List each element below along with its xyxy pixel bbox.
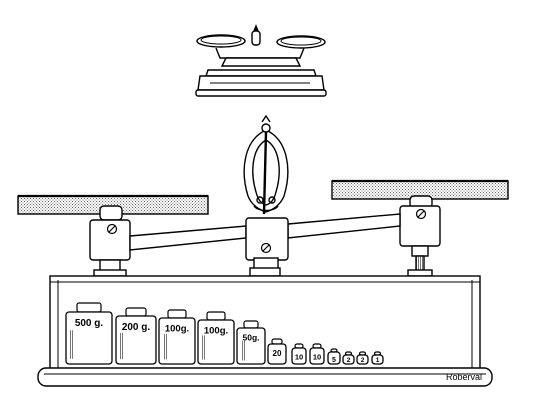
weight-w50[interactable]: 50g. [236, 320, 266, 365]
left-pan-support [89, 205, 131, 277]
weight-w200[interactable]: 200 g. [115, 307, 157, 365]
weight-label: 200 g. [122, 322, 151, 333]
weight-label: 100g. [165, 324, 189, 335]
weight-w10b[interactable]: 10 [309, 343, 325, 365]
weight-label: 2 [361, 357, 365, 364]
weight-w5[interactable]: 5 [327, 348, 341, 365]
weight-w2b[interactable]: 2 [356, 351, 369, 365]
weight-label: 500 g. [75, 318, 104, 329]
screw-icon [106, 223, 118, 235]
screw-icon [415, 208, 427, 220]
balance-needle-icon [243, 114, 289, 215]
right-pan[interactable] [331, 179, 509, 200]
weight-w20[interactable]: 20 [267, 338, 287, 365]
weight-w100b[interactable]: 100g. [197, 311, 235, 365]
weight-label: 10 [295, 353, 303, 362]
weight-label: 1 [376, 357, 380, 364]
small-scale-icon[interactable] [195, 24, 327, 97]
central-pivot [245, 217, 289, 277]
weight-label: 20 [273, 349, 282, 358]
weight-w500[interactable]: 500 g. [65, 302, 113, 365]
right-pan-support [399, 195, 441, 277]
weight-label: 2 [347, 357, 351, 364]
weight-w1[interactable]: 1 [371, 351, 384, 365]
weight-w2a[interactable]: 2 [342, 351, 355, 365]
weight-label: 5 [332, 357, 336, 364]
weight-label: 50g. [242, 333, 259, 343]
weight-w10a[interactable]: 10 [291, 343, 307, 365]
weight-label: 10 [313, 353, 321, 362]
brand-label: Roberval [446, 372, 482, 382]
screw-icon [260, 242, 272, 254]
weight-w100a[interactable]: 100g. [158, 309, 196, 365]
weights-tray: 500 g. 200 g. 100g. 100g. 50g. 20 10 10 5 2 2 1 [65, 302, 384, 365]
weight-label: 100g. [204, 326, 228, 337]
